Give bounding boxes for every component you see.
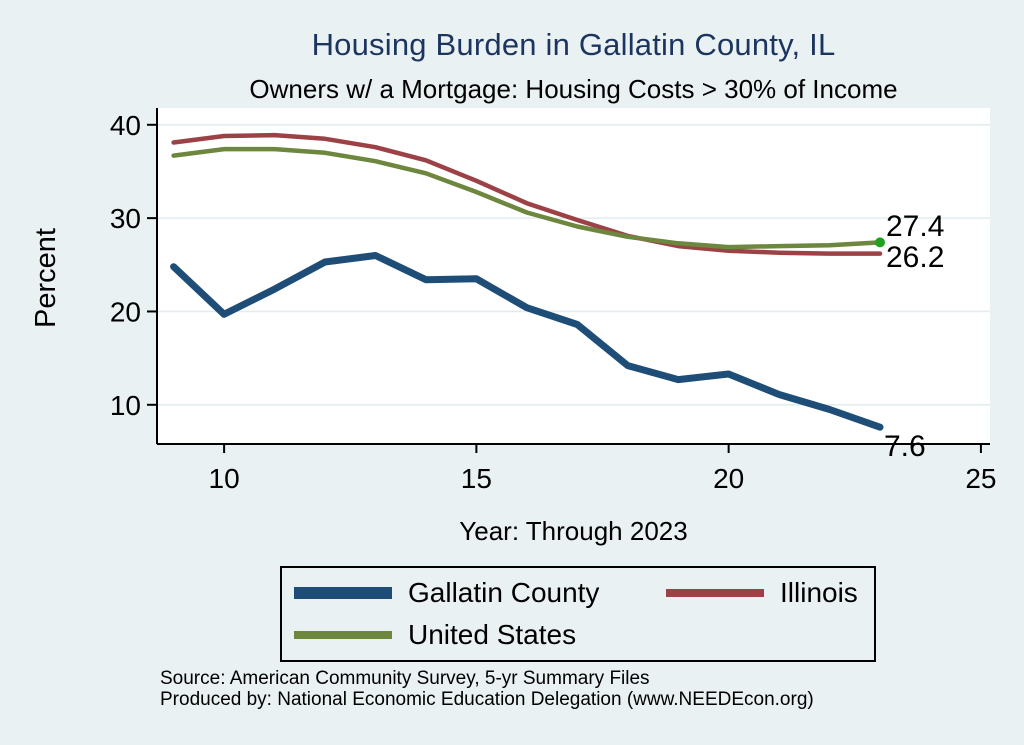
source-note-line-2: Produced by: National Economic Education…: [160, 689, 814, 710]
legend-item-illinois: Illinois: [666, 577, 874, 609]
legend-swatch-illinois: [666, 589, 764, 597]
legend: Gallatin County Illinois United States: [280, 566, 876, 662]
legend-swatch-gallatin-county: [294, 587, 392, 599]
chart-title: Housing Burden in Gallatin County, IL: [311, 27, 836, 62]
x-axis-title: Year: Through 2023: [459, 516, 688, 546]
end-marker-united-states: [875, 237, 886, 248]
legend-label-united-states: United States: [408, 619, 577, 650]
legend-label-gallatin-county: Gallatin County: [408, 577, 600, 608]
end-value-label-gallatin-county: 7.6: [884, 430, 926, 463]
x-tick-label-20: 20: [713, 463, 744, 494]
series-line-united-states: [171, 146, 883, 250]
y-tick-label-30: 30: [110, 203, 141, 234]
x-tick-label-15: 15: [461, 463, 492, 494]
plot-background: [157, 108, 990, 444]
y-tick-label-10: 10: [110, 390, 141, 421]
chart-subtitle: Owners w/ a Mortgage: Housing Costs > 30…: [249, 74, 898, 104]
end-value-label-united-states: 27.4: [886, 210, 945, 243]
source-note: Source: American Community Survey, 5-yr …: [160, 668, 814, 710]
end-value-label-illinois: 26.2: [886, 241, 945, 274]
y-tick-label-20: 20: [110, 296, 141, 327]
series-line-illinois: [171, 132, 883, 256]
legend-item-gallatin-county: Gallatin County: [294, 577, 666, 609]
legend-swatch-united-states: [294, 631, 392, 639]
x-tick-label-10: 10: [209, 463, 240, 494]
y-axis-title: Percent: [30, 228, 62, 328]
legend-item-united-states: United States: [294, 619, 666, 651]
legend-label-illinois: Illinois: [780, 577, 858, 608]
y-tick-label-40: 40: [110, 110, 141, 141]
source-note-line-1: Source: American Community Survey, 5-yr …: [160, 668, 650, 689]
x-tick-label-25: 25: [965, 463, 996, 494]
series-line-gallatin-county: [170, 252, 884, 431]
